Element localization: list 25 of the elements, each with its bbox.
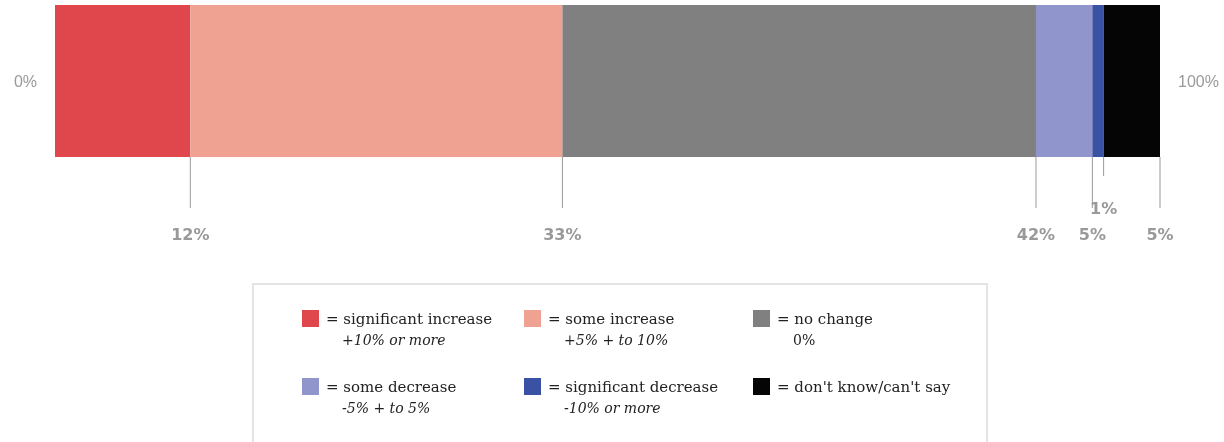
text: -5% + to 5% (342, 400, 431, 416)
bar (562, 5, 1036, 157)
legend-label: = significant decrease (548, 378, 719, 396)
text: -10% or more (564, 400, 661, 416)
data-label: 33% (543, 225, 582, 244)
legend-label: = no change (777, 310, 874, 328)
legend-label: = don't know/can't say (777, 378, 951, 396)
data-label: 42% (1016, 225, 1056, 244)
bar (1092, 5, 1104, 157)
legend-label: = significant increase (326, 310, 493, 328)
legend-label: = some increase (548, 310, 675, 328)
text: +5% + to 10% (564, 332, 669, 348)
data-label: 1% (1090, 199, 1118, 218)
data-label: 5% (1146, 225, 1174, 244)
text: 0% (793, 332, 816, 348)
bar (190, 5, 563, 157)
legend-label: = some decrease (326, 378, 457, 396)
bar (1035, 5, 1093, 157)
bar (1103, 5, 1160, 157)
bar (55, 5, 191, 157)
text: 0% (13, 73, 37, 90)
text: +10% or more (342, 332, 446, 348)
data-label: 5% (1078, 225, 1106, 244)
data-label: 12% (171, 225, 210, 244)
text: 100% (1178, 73, 1219, 90)
